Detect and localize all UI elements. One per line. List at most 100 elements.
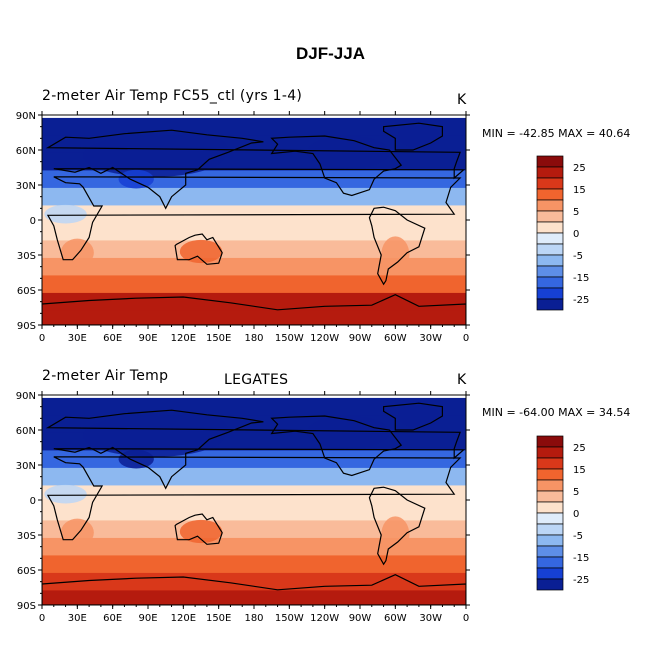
field-anomaly	[381, 236, 410, 274]
colorbar-box	[536, 501, 564, 514]
panel-2-center-title: LEGATES	[224, 372, 289, 388]
colorbar-box	[536, 534, 564, 547]
field-band	[42, 590, 466, 605]
coastline	[42, 294, 466, 325]
colorbar-label: 0	[573, 509, 579, 520]
colorbar-label: 5	[573, 487, 579, 498]
temperature-field-2	[42, 397, 466, 605]
lon-label: 90W	[349, 613, 372, 624]
field-anomaly	[179, 519, 223, 544]
field-band	[42, 537, 466, 556]
lat-label: 30N	[16, 181, 36, 192]
lon-label: 90E	[138, 333, 157, 344]
lon-label: 60W	[384, 333, 407, 344]
field-anomaly	[307, 136, 390, 169]
field-band	[42, 257, 466, 276]
coastline	[270, 415, 403, 477]
lon-label: 120W	[310, 613, 339, 624]
field-anomaly	[44, 484, 87, 504]
lon-label: 150W	[275, 613, 304, 624]
colorbar-label: -25	[573, 575, 589, 586]
colorbar-box	[536, 155, 564, 168]
lon-label: 150E	[206, 613, 231, 624]
field-band	[42, 310, 466, 325]
coastline	[270, 135, 403, 197]
field-band	[42, 187, 466, 206]
field-anomaly	[381, 516, 410, 554]
lon-label: 0	[463, 613, 469, 624]
colorbar-box	[536, 177, 564, 190]
temperature-field-1	[42, 117, 466, 325]
colorbar-box	[536, 221, 564, 234]
lon-label: 150E	[206, 333, 231, 344]
field-band	[42, 240, 466, 259]
lon-label: 150W	[275, 333, 304, 344]
colorbar-box	[536, 578, 564, 591]
lon-label: 30E	[68, 333, 87, 344]
panel-1-stats: MIN = -42.85 MAX = 40.64	[482, 127, 631, 140]
lon-label: 90E	[138, 613, 157, 624]
coastline	[383, 122, 443, 151]
colorbar-box	[536, 457, 564, 470]
colorbar-box	[536, 232, 564, 245]
colorbar-box	[536, 523, 564, 536]
lat-label: 60S	[17, 566, 36, 577]
lon-label: 120E	[171, 613, 196, 624]
lon-label: 0	[39, 333, 45, 344]
lat-label: 30S	[17, 531, 36, 542]
lat-label: 30S	[17, 251, 36, 262]
colorbar-label: -15	[573, 273, 589, 284]
coastline	[174, 513, 223, 545]
colorbar-box	[536, 210, 564, 223]
lat-label: 60N	[16, 426, 36, 437]
lon-label: 180	[244, 333, 263, 344]
field-band	[42, 450, 466, 469]
lon-label: 30E	[68, 613, 87, 624]
field-anomaly	[179, 239, 223, 264]
lat-label: 0	[30, 496, 36, 507]
colorbar-label: 0	[573, 229, 579, 240]
colorbar-label: 15	[573, 185, 586, 196]
panel-2-units: K	[457, 372, 467, 388]
coastline	[45, 129, 466, 210]
field-anomaly	[60, 238, 94, 267]
field-band	[42, 502, 466, 521]
colorbar-box	[536, 166, 564, 179]
colorbar-box	[536, 199, 564, 212]
colorbar-box	[536, 556, 564, 569]
lon-label: 90W	[349, 333, 372, 344]
lat-label: 60N	[16, 146, 36, 157]
colorbar-box	[536, 287, 564, 300]
field-band	[42, 555, 466, 574]
coastline	[368, 486, 426, 566]
lon-label: 0	[39, 613, 45, 624]
colorbar-box	[536, 479, 564, 492]
lon-label: 180	[244, 613, 263, 624]
coastline	[45, 409, 466, 490]
colorbar-box	[536, 468, 564, 481]
lon-label: 0	[463, 333, 469, 344]
field-anomaly	[118, 449, 154, 469]
coastline	[46, 456, 462, 541]
coastline	[383, 402, 443, 431]
lat-label: 90N	[16, 391, 36, 402]
colorbar-2: 25 15 5 0 -5 -15 -25	[536, 435, 589, 591]
lon-label: 120E	[171, 333, 196, 344]
colorbar-box	[536, 243, 564, 256]
colorbar-label: -5	[573, 251, 583, 262]
coastline	[174, 233, 223, 265]
coastline	[368, 206, 426, 286]
colorbar-box	[536, 276, 564, 289]
panel-1-units: K	[457, 92, 467, 108]
figure-title: DJF-JJA	[296, 44, 365, 63]
lat-label: 0	[30, 216, 36, 227]
colorbar-box	[536, 254, 564, 267]
field-band	[42, 572, 466, 591]
colorbar-box	[536, 265, 564, 278]
colorbar-label: 25	[573, 163, 586, 174]
coastline	[42, 574, 466, 605]
field-band	[42, 170, 466, 189]
field-anomaly	[44, 204, 87, 224]
colorbar-box	[536, 298, 564, 311]
